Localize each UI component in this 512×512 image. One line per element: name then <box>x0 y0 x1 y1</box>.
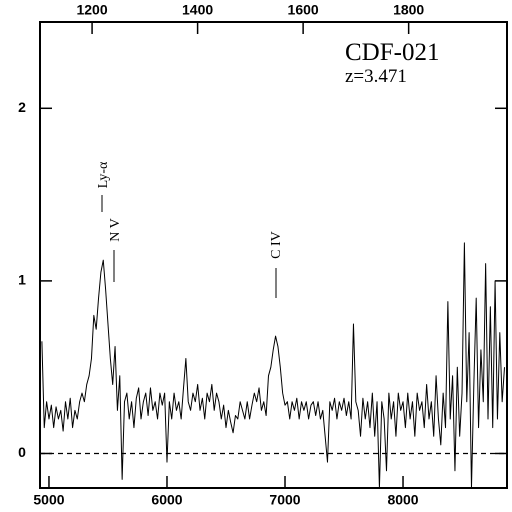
x2-tick-label: 1400 <box>182 2 213 18</box>
y-tick-label: 0 <box>18 444 26 460</box>
spectrum-line <box>41 242 506 488</box>
annotation: C IV <box>269 231 284 259</box>
chart-title: CDF-021 <box>345 39 439 66</box>
plot-area <box>40 242 507 488</box>
chart-subtitle: z=3.471 <box>345 66 407 87</box>
x-tick-label: 6000 <box>151 492 182 508</box>
plot-frame <box>39 21 508 489</box>
x-tick-label: 5000 <box>33 492 64 508</box>
x2-tick-label: 1800 <box>393 2 424 18</box>
x2-tick-label: 1600 <box>288 2 319 18</box>
x2-tick-label: 1200 <box>76 2 107 18</box>
y-tick-label: 2 <box>18 99 26 115</box>
x-tick-label: 7000 <box>269 492 300 508</box>
x-tick-label: 8000 <box>387 492 418 508</box>
y-tick-label: 1 <box>18 272 26 288</box>
annotation: Ly-α <box>96 161 111 188</box>
annotation: N V <box>108 218 123 241</box>
